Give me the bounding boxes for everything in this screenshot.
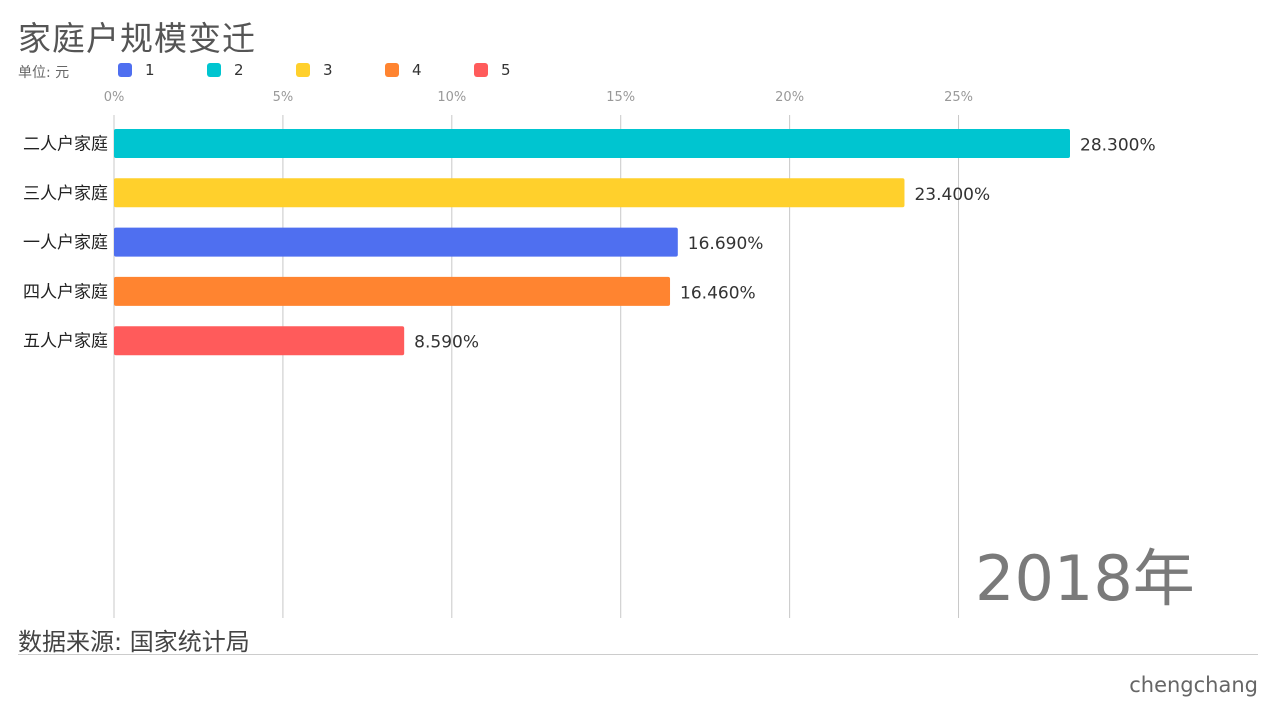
bar-3	[114, 227, 678, 257]
footer-divider	[18, 654, 1258, 655]
bar-value-label-4: 16.460%	[680, 283, 756, 303]
legend-item-3[interactable]: 3	[296, 61, 333, 79]
x-tick-label-1: 5%	[273, 90, 294, 105]
legend-swatch-3	[296, 63, 310, 77]
chart-title: 家庭户规模变迁	[18, 19, 256, 58]
bar-5	[114, 326, 405, 356]
category-label-2: 三人户家庭	[23, 184, 108, 204]
x-tick-label-3: 15%	[606, 90, 635, 105]
source-label: 数据来源: 国家统计局	[18, 628, 250, 656]
x-tick-label-5: 25%	[944, 90, 973, 105]
year-label: 2018年	[975, 542, 1195, 615]
bar-chart: 0% 5% 10% 15% 20% 25% 二人户家庭 28.300% 三人户家庭 23.400%…	[23, 90, 1156, 618]
category-label-1: 二人户家庭	[23, 135, 108, 155]
legend-label-5: 5	[501, 61, 511, 79]
legend-item-4[interactable]: 4	[385, 61, 422, 79]
legend-swatch-5	[474, 63, 488, 77]
x-tick-label-4: 20%	[775, 90, 804, 105]
bar-value-label-2: 23.400%	[914, 185, 990, 205]
legend-label-4: 4	[412, 61, 422, 79]
legend-swatch-1	[118, 63, 132, 77]
bar-4	[114, 276, 671, 306]
bar-1	[114, 129, 1070, 158]
legend-item-2[interactable]: 2	[207, 61, 244, 79]
legend-item-1[interactable]: 1	[118, 61, 155, 79]
legend-swatch-4	[385, 63, 399, 77]
x-tick-label-2: 10%	[437, 90, 466, 105]
legend-item-5[interactable]: 5	[474, 61, 511, 79]
legend-label-3: 3	[323, 61, 333, 79]
x-tick-label-0: 0%	[104, 90, 125, 105]
legend-swatch-2	[207, 63, 221, 77]
legend-label-2: 2	[234, 61, 244, 79]
unit-label: 单位: 元	[18, 65, 70, 81]
legend-label-1: 1	[145, 61, 155, 79]
category-label-4: 四人户家庭	[23, 282, 108, 302]
author-label: chengchang	[1129, 673, 1258, 697]
bar-value-label-3: 16.690%	[688, 234, 764, 254]
bar-value-label-1: 28.300%	[1080, 136, 1156, 156]
category-label-5: 五人户家庭	[23, 332, 108, 352]
bar-2	[114, 178, 905, 208]
bar-value-label-5: 8.590%	[414, 333, 479, 353]
category-label-3: 一人户家庭	[23, 233, 108, 253]
